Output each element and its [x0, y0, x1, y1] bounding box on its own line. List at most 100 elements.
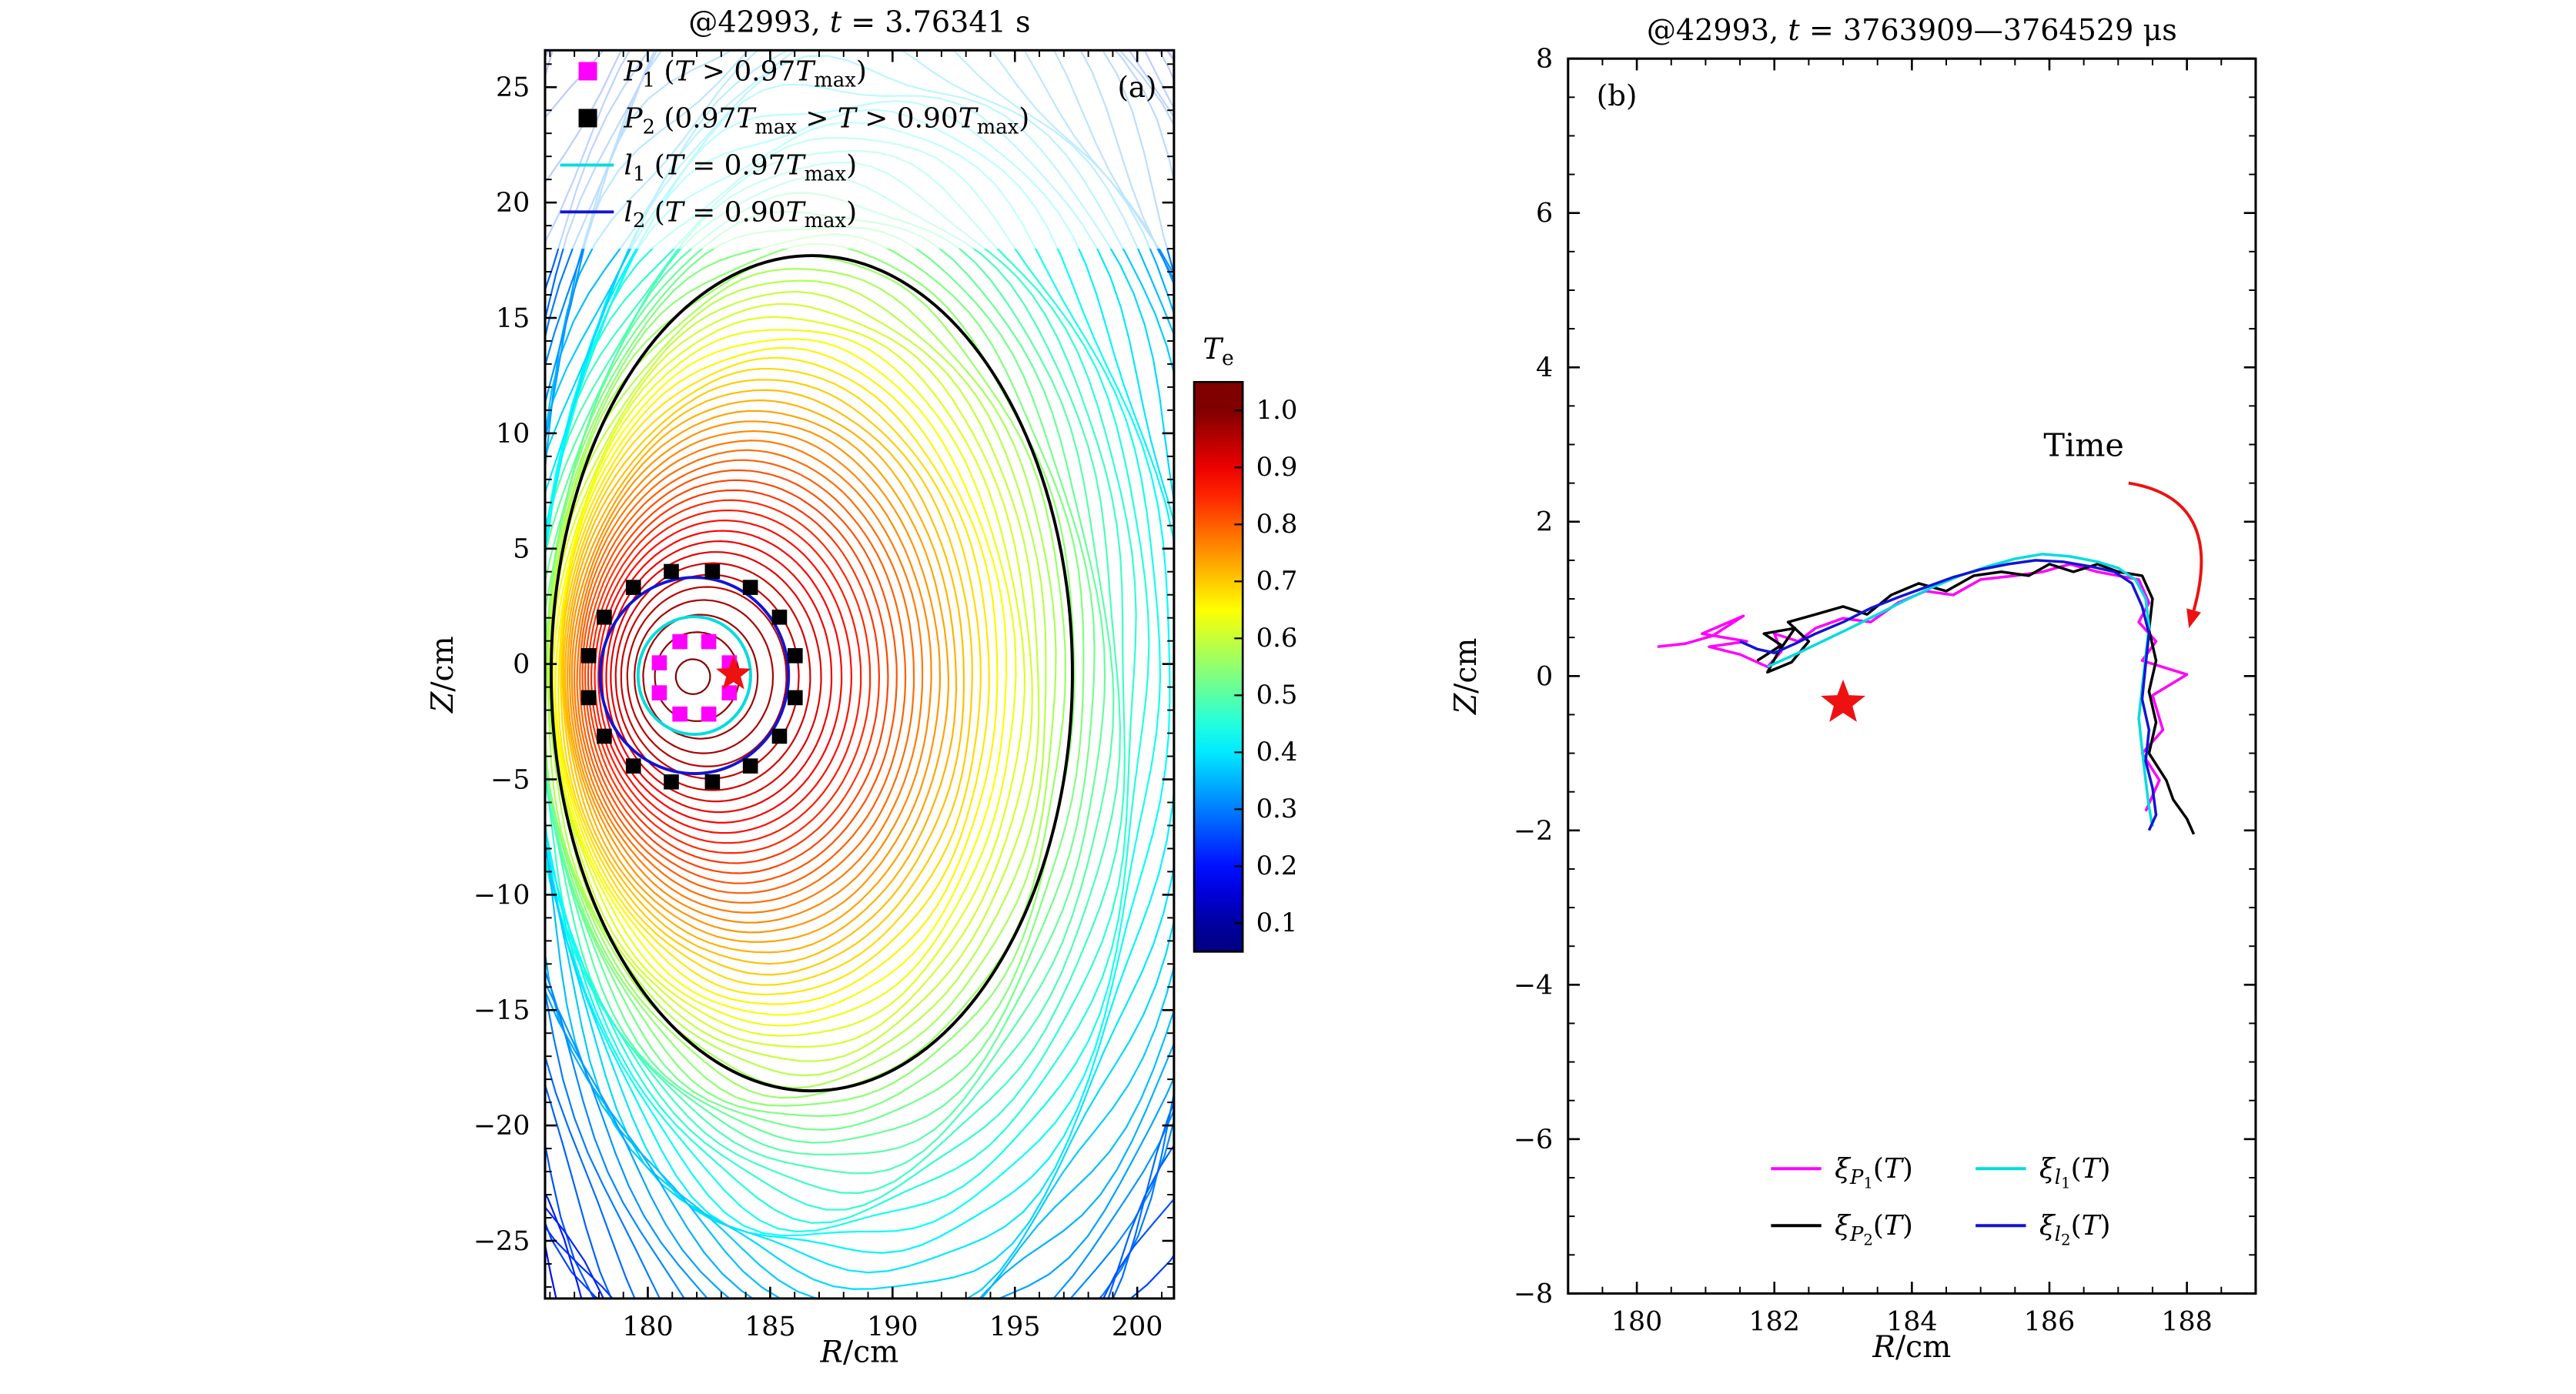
- text-segment: max: [977, 115, 1019, 139]
- panel_b-ytick-label: 2: [1536, 507, 1553, 538]
- P2-square-marker: [625, 580, 641, 595]
- contour-line: [674, 658, 711, 695]
- text-segment: ): [856, 55, 867, 87]
- colorbar-tick-label: 0.3: [1256, 794, 1298, 824]
- panel_a-xtick-label: 200: [1112, 1312, 1163, 1342]
- text-segment: T: [958, 102, 979, 134]
- legend-label-3: l2 (T = 0.90Tmax): [624, 196, 857, 232]
- P2-square-marker: [788, 648, 803, 664]
- legend-square-1: [578, 109, 597, 128]
- contour-line: [574, 440, 924, 914]
- text-segment: /cm: [1895, 1330, 1951, 1365]
- text-segment: > 0.97: [693, 55, 795, 87]
- text-segment: ξ: [1835, 1153, 1852, 1185]
- panel_a-ytick-label: −5: [490, 764, 530, 795]
- panel_b-ytick-label: −6: [1514, 1125, 1553, 1155]
- contour-line: [557, 356, 990, 996]
- contour-line: [570, 430, 932, 924]
- P2-square-marker: [597, 609, 612, 625]
- panel_b-title: @42993, t = 3763909—3764529 μs: [1647, 13, 2177, 47]
- contour-line: [605, 540, 833, 814]
- text-segment: (: [2071, 1153, 2082, 1185]
- legend-label-1: P2 (0.97Tmax > T > 0.90Tmax): [623, 102, 1029, 139]
- legend-square-0: [578, 62, 597, 81]
- panel_b-ylabel: Z/cm: [1449, 638, 1484, 717]
- panel_b-ytick-label: −4: [1514, 970, 1553, 1001]
- panel_a-xlabel: R/cm: [819, 1335, 898, 1370]
- time-annotation: Time: [2043, 427, 2203, 629]
- text-segment: R: [1872, 1330, 1895, 1365]
- P2-square-marker: [580, 648, 597, 664]
- text-segment: ξ: [2039, 1210, 2056, 1242]
- colorbar-tick-label: 0.7: [1256, 566, 1298, 596]
- contour-line: [584, 479, 889, 874]
- text-segment: /cm: [1449, 638, 1484, 694]
- text-segment: T: [795, 55, 816, 87]
- text-segment: (0.97: [655, 102, 736, 134]
- text-segment: T: [786, 149, 807, 181]
- contour-line: [544, 210, 1106, 1144]
- P1-square-marker: [701, 706, 717, 722]
- P1-square-marker: [651, 685, 667, 700]
- P2-square-marker: [625, 758, 641, 774]
- text-segment: /cm: [426, 636, 460, 691]
- P2-square-marker: [742, 758, 758, 774]
- contour-line: [547, 268, 1057, 1089]
- contour-line: [552, 338, 1008, 1016]
- text-segment: ): [846, 196, 857, 228]
- panel_a-ylabel: Z/cm: [426, 636, 460, 714]
- text-segment: ): [1902, 1153, 1913, 1185]
- series-xi_l2: [1739, 559, 2158, 831]
- panel_b-ytick-label: −8: [1514, 1279, 1553, 1309]
- panel_b-xtick-label: 182: [1748, 1306, 1800, 1337]
- magnetic-axis-star: [715, 656, 751, 690]
- text-segment: P: [623, 102, 643, 134]
- panel_a-ytick-label: 25: [496, 72, 530, 103]
- contour-line: [594, 509, 862, 844]
- panel_a-ytick-label: −15: [473, 995, 530, 1026]
- text-segment: t: [830, 5, 842, 38]
- text-segment: T: [1203, 333, 1223, 366]
- contour-line: [633, 599, 774, 754]
- colorbar-tick-label: 1.0: [1256, 395, 1298, 425]
- text-segment: P: [1849, 1166, 1864, 1189]
- text-segment: max: [805, 209, 847, 232]
- panel_a-xtick-label: 190: [867, 1312, 918, 1342]
- panel_a-ytick-label: 0: [513, 650, 530, 680]
- contour-line: [544, 192, 1115, 1156]
- text-segment: e: [1222, 346, 1234, 370]
- text-segment: @42993,: [1647, 13, 1788, 47]
- legend-b-label-xi_P2: ξP2(T): [1835, 1210, 1913, 1249]
- P2-square-marker: [771, 609, 788, 625]
- text-segment: (: [2071, 1210, 2082, 1242]
- colorbar-label: Te: [1203, 333, 1233, 370]
- text-segment: 1: [1863, 1174, 1873, 1192]
- contour-line: [626, 586, 788, 767]
- P1-square-marker: [701, 633, 717, 650]
- contour-line: [544, 226, 1096, 1132]
- panel_a-xtick-label: 185: [744, 1312, 796, 1342]
- P2-square-marker: [771, 728, 788, 744]
- panel_b-xtick-label: 184: [1886, 1306, 1938, 1337]
- text-segment: >: [797, 102, 838, 134]
- contour-line: [564, 399, 958, 954]
- P2-square-marker: [704, 774, 721, 790]
- contour-line: [544, 233, 1085, 1117]
- P2-square-marker: [597, 728, 612, 744]
- colorbar-frame: [1193, 380, 1244, 953]
- text-segment: 1: [633, 162, 645, 186]
- series-xi_P1: [1657, 563, 2189, 812]
- panel-b-legend: ξP1(T)ξP2(T)ξl1(T)ξl2(T): [1771, 1153, 2111, 1249]
- panel_a-ytick-label: 10: [496, 419, 530, 450]
- colorbar-tick-label: 0.9: [1256, 452, 1298, 482]
- text-segment: max: [754, 115, 797, 139]
- contour-line: [560, 367, 982, 986]
- text-segment: T: [736, 102, 757, 134]
- time-annotation-text: Time: [2043, 427, 2124, 464]
- panel_a-xtick-label: 195: [989, 1312, 1041, 1342]
- text-segment: (: [1873, 1153, 1884, 1185]
- P1-square-marker: [721, 685, 738, 700]
- contour-line: [544, 242, 1076, 1107]
